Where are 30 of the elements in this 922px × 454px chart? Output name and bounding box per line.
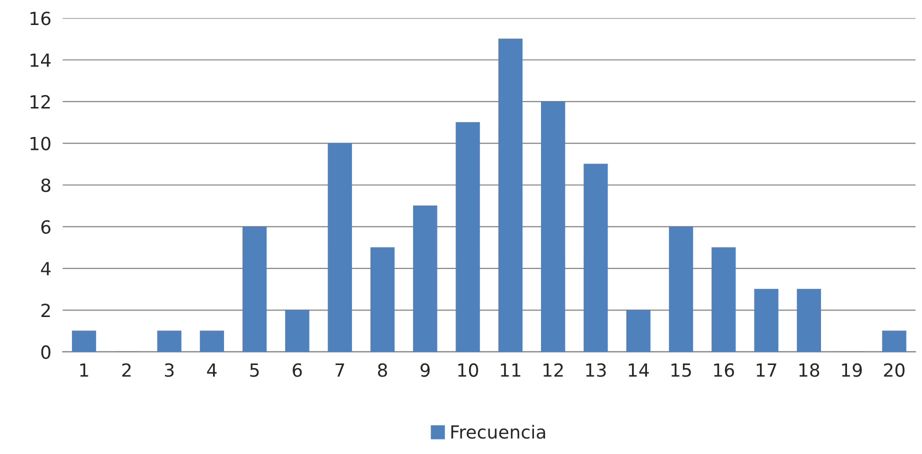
y-tick-label: 14 — [30, 54, 51, 67]
x-tick-label: 13 — [586, 363, 606, 377]
x-tick-label: 14 — [628, 364, 649, 377]
y-tick-label: 0 — [41, 345, 50, 359]
y-tick-label: 6 — [41, 220, 50, 234]
x-tick-label: 10 — [458, 363, 478, 377]
y-tick-label: 10 — [30, 136, 50, 150]
y-tick-label: 4 — [40, 262, 51, 276]
x-tick-label: 12 — [544, 363, 563, 377]
y-tick-label: 2 — [41, 304, 50, 317]
x-tick-label: 17 — [756, 364, 776, 377]
x-tick-label: 11 — [500, 364, 520, 377]
x-tick-label: 3 — [164, 363, 174, 377]
x-tick-label: 2 — [122, 363, 131, 377]
y-tick-label: 16 — [30, 12, 50, 26]
x-tick-label: 1 — [80, 364, 88, 377]
x-tick-label: 6 — [292, 363, 302, 377]
x-tick-label: 8 — [378, 363, 388, 377]
x-tick-label: 4 — [207, 364, 217, 377]
x-tick-label: 20 — [884, 363, 905, 377]
x-tick-label: 15 — [672, 364, 691, 377]
x-tick-label: 18 — [799, 363, 820, 377]
x-tick-label: 9 — [420, 363, 430, 377]
x-tick-label: 7 — [336, 364, 344, 377]
x-tick-label: 19 — [842, 363, 862, 377]
x-tick-label: 16 — [714, 363, 734, 377]
x-tick-label: 5 — [250, 364, 259, 377]
y-tick-label: 12 — [30, 95, 50, 108]
y-tick-label: 8 — [41, 178, 50, 192]
legend-label: Frecuencia — [451, 424, 546, 439]
